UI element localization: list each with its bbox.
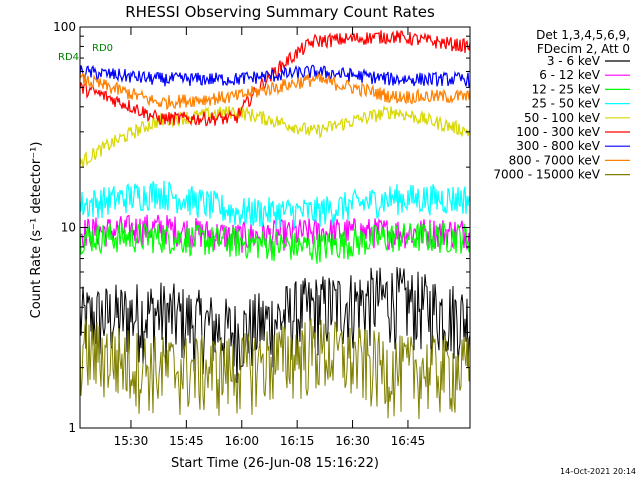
- legend-label-4: 25 - 50 keV: [532, 97, 601, 111]
- legend-header-line-2: FDecim 2, Att 0: [537, 42, 630, 56]
- legend: Det 1,3,4,5,6,9, FDecim 2, Att 0 3 - 6 k…: [493, 28, 630, 182]
- chart-title: RHESSI Observing Summary Count Rates: [125, 3, 435, 21]
- legend-label-3: 12 - 25 keV: [532, 82, 601, 96]
- x-tick-label-3: 16:00: [224, 434, 259, 448]
- series-line-4: [79, 180, 471, 229]
- series-line-3: [79, 222, 471, 264]
- legend-label-7: 300 - 800 keV: [516, 139, 600, 153]
- flag-label-rd0: RD0: [92, 43, 113, 54]
- series-line-6: [79, 30, 471, 127]
- footer-date: 14-Oct-2021 20:14: [560, 467, 636, 476]
- legend-header-line-1: Det 1,3,4,5,6,9,: [536, 28, 630, 42]
- plot-area: [79, 30, 471, 420]
- series-line-1: [79, 266, 471, 383]
- legend-label-9: 7000 - 15000 keV: [493, 168, 600, 182]
- flag-label-rd4: RD4: [58, 52, 79, 63]
- legend-label-8: 800 - 7000 keV: [509, 153, 601, 167]
- series-line-8: [79, 71, 471, 111]
- y-tick-label-3: 100: [53, 20, 76, 34]
- series-line-5: [79, 104, 471, 168]
- legend-label-6: 100 - 300 keV: [516, 125, 600, 139]
- series-line-9: [79, 318, 471, 420]
- y-tick-label-2: 10: [61, 221, 76, 235]
- x-tick-label-5: 16:30: [335, 434, 370, 448]
- series-line-7: [79, 64, 471, 88]
- y-axis-label: Count Rate (s⁻¹ detector⁻¹): [29, 142, 44, 319]
- legend-label-5: 50 - 100 keV: [524, 111, 601, 125]
- legend-label-2: 6 - 12 keV: [539, 68, 601, 82]
- legend-label-1: 3 - 6 keV: [547, 54, 601, 68]
- x-tick-label-6: 16:45: [391, 434, 426, 448]
- series-line-2: [79, 214, 471, 253]
- x-axis-label: Start Time (26-Jun-08 15:16:22): [171, 456, 379, 471]
- axes: 1 10 100 15:30 15:45 16:00 16:15 16:30 16:45 RD0 R…: [53, 20, 470, 448]
- y-tick-label-1: 1: [68, 421, 76, 435]
- x-tick-label-4: 16:15: [280, 434, 315, 448]
- x-tick-label-2: 15:45: [169, 434, 204, 448]
- x-tick-label-1: 15:30: [114, 434, 149, 448]
